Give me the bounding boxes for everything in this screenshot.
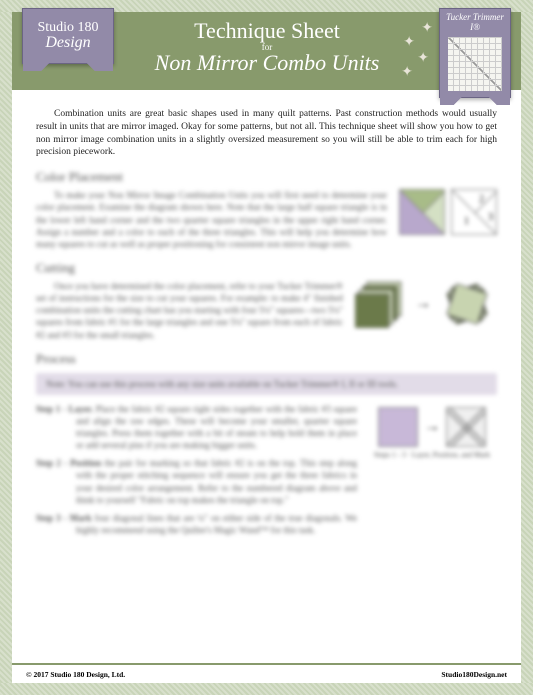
- footer: © 2017 Studio 180 Design, Ltd. Studio180…: [12, 663, 521, 683]
- heading-cutting: Cutting: [36, 260, 497, 276]
- tool-name: Tucker Trimmer I®: [442, 13, 508, 33]
- footer-url: Studio180Design.net: [441, 670, 507, 679]
- page-subtitle: Non Mirror Combo Units: [127, 50, 407, 76]
- content-area: Combination units are great basic shapes…: [12, 90, 521, 552]
- stacked-squares-icon: [355, 280, 409, 328]
- header-bar: Studio 180 Design Technique Sheet for No…: [12, 12, 521, 90]
- heading-process: Process: [36, 351, 497, 367]
- marked-square-icon: [446, 407, 486, 447]
- process-note: Note: You can use this process with any …: [36, 373, 497, 395]
- step-1: Step 1 - Layer. Place the fabric #2 squa…: [36, 403, 357, 452]
- svg-text:3: 3: [488, 212, 493, 223]
- step-2: Step 2 - Position the pair for marking s…: [36, 457, 357, 506]
- cutting-body: Once you have determined the color place…: [36, 280, 343, 341]
- process-caption: Steps 1 - 3 · Layer, Position, and Mark: [367, 450, 497, 459]
- copyright: © 2017 Studio 180 Design, Ltd.: [26, 670, 125, 679]
- process-diagram: → Steps 1 - 3 · Layer, Position, and Mar…: [367, 403, 497, 542]
- tool-ruler-icon: [448, 37, 502, 91]
- layer-square-icon: [378, 407, 418, 447]
- combo-unit-colored: [399, 189, 445, 235]
- color-placement-diagram: 1 2 3: [399, 189, 497, 235]
- intro-paragraph: Combination units are great basic shapes…: [36, 108, 497, 159]
- logo-line2: Design: [45, 35, 90, 51]
- title-block: Technique Sheet for Non Mirror Combo Uni…: [127, 18, 407, 76]
- logo-line1: Studio 180: [37, 21, 98, 35]
- heading-color-placement: Color Placement: [36, 169, 497, 185]
- color-placement-body: To make your Non Mirror Image Combinatio…: [36, 189, 387, 250]
- decorative-stars: ✦ ✦ ✦ ✦: [395, 20, 435, 80]
- fanned-squares-icon: [437, 280, 497, 328]
- svg-text:2: 2: [479, 194, 484, 205]
- cutting-diagram: →: [355, 280, 497, 328]
- logo-ribbon: Studio 180 Design: [22, 8, 114, 64]
- step-3: Step 3 - Mark four diagonal lines that a…: [36, 512, 357, 536]
- svg-text:1: 1: [464, 216, 469, 227]
- page-title: Technique Sheet: [127, 18, 407, 44]
- combo-unit-numbered: 1 2 3: [451, 189, 497, 235]
- arrow-icon: →: [415, 295, 431, 313]
- tool-ribbon: Tucker Trimmer I®: [439, 8, 511, 98]
- arrow-icon: →: [424, 418, 440, 436]
